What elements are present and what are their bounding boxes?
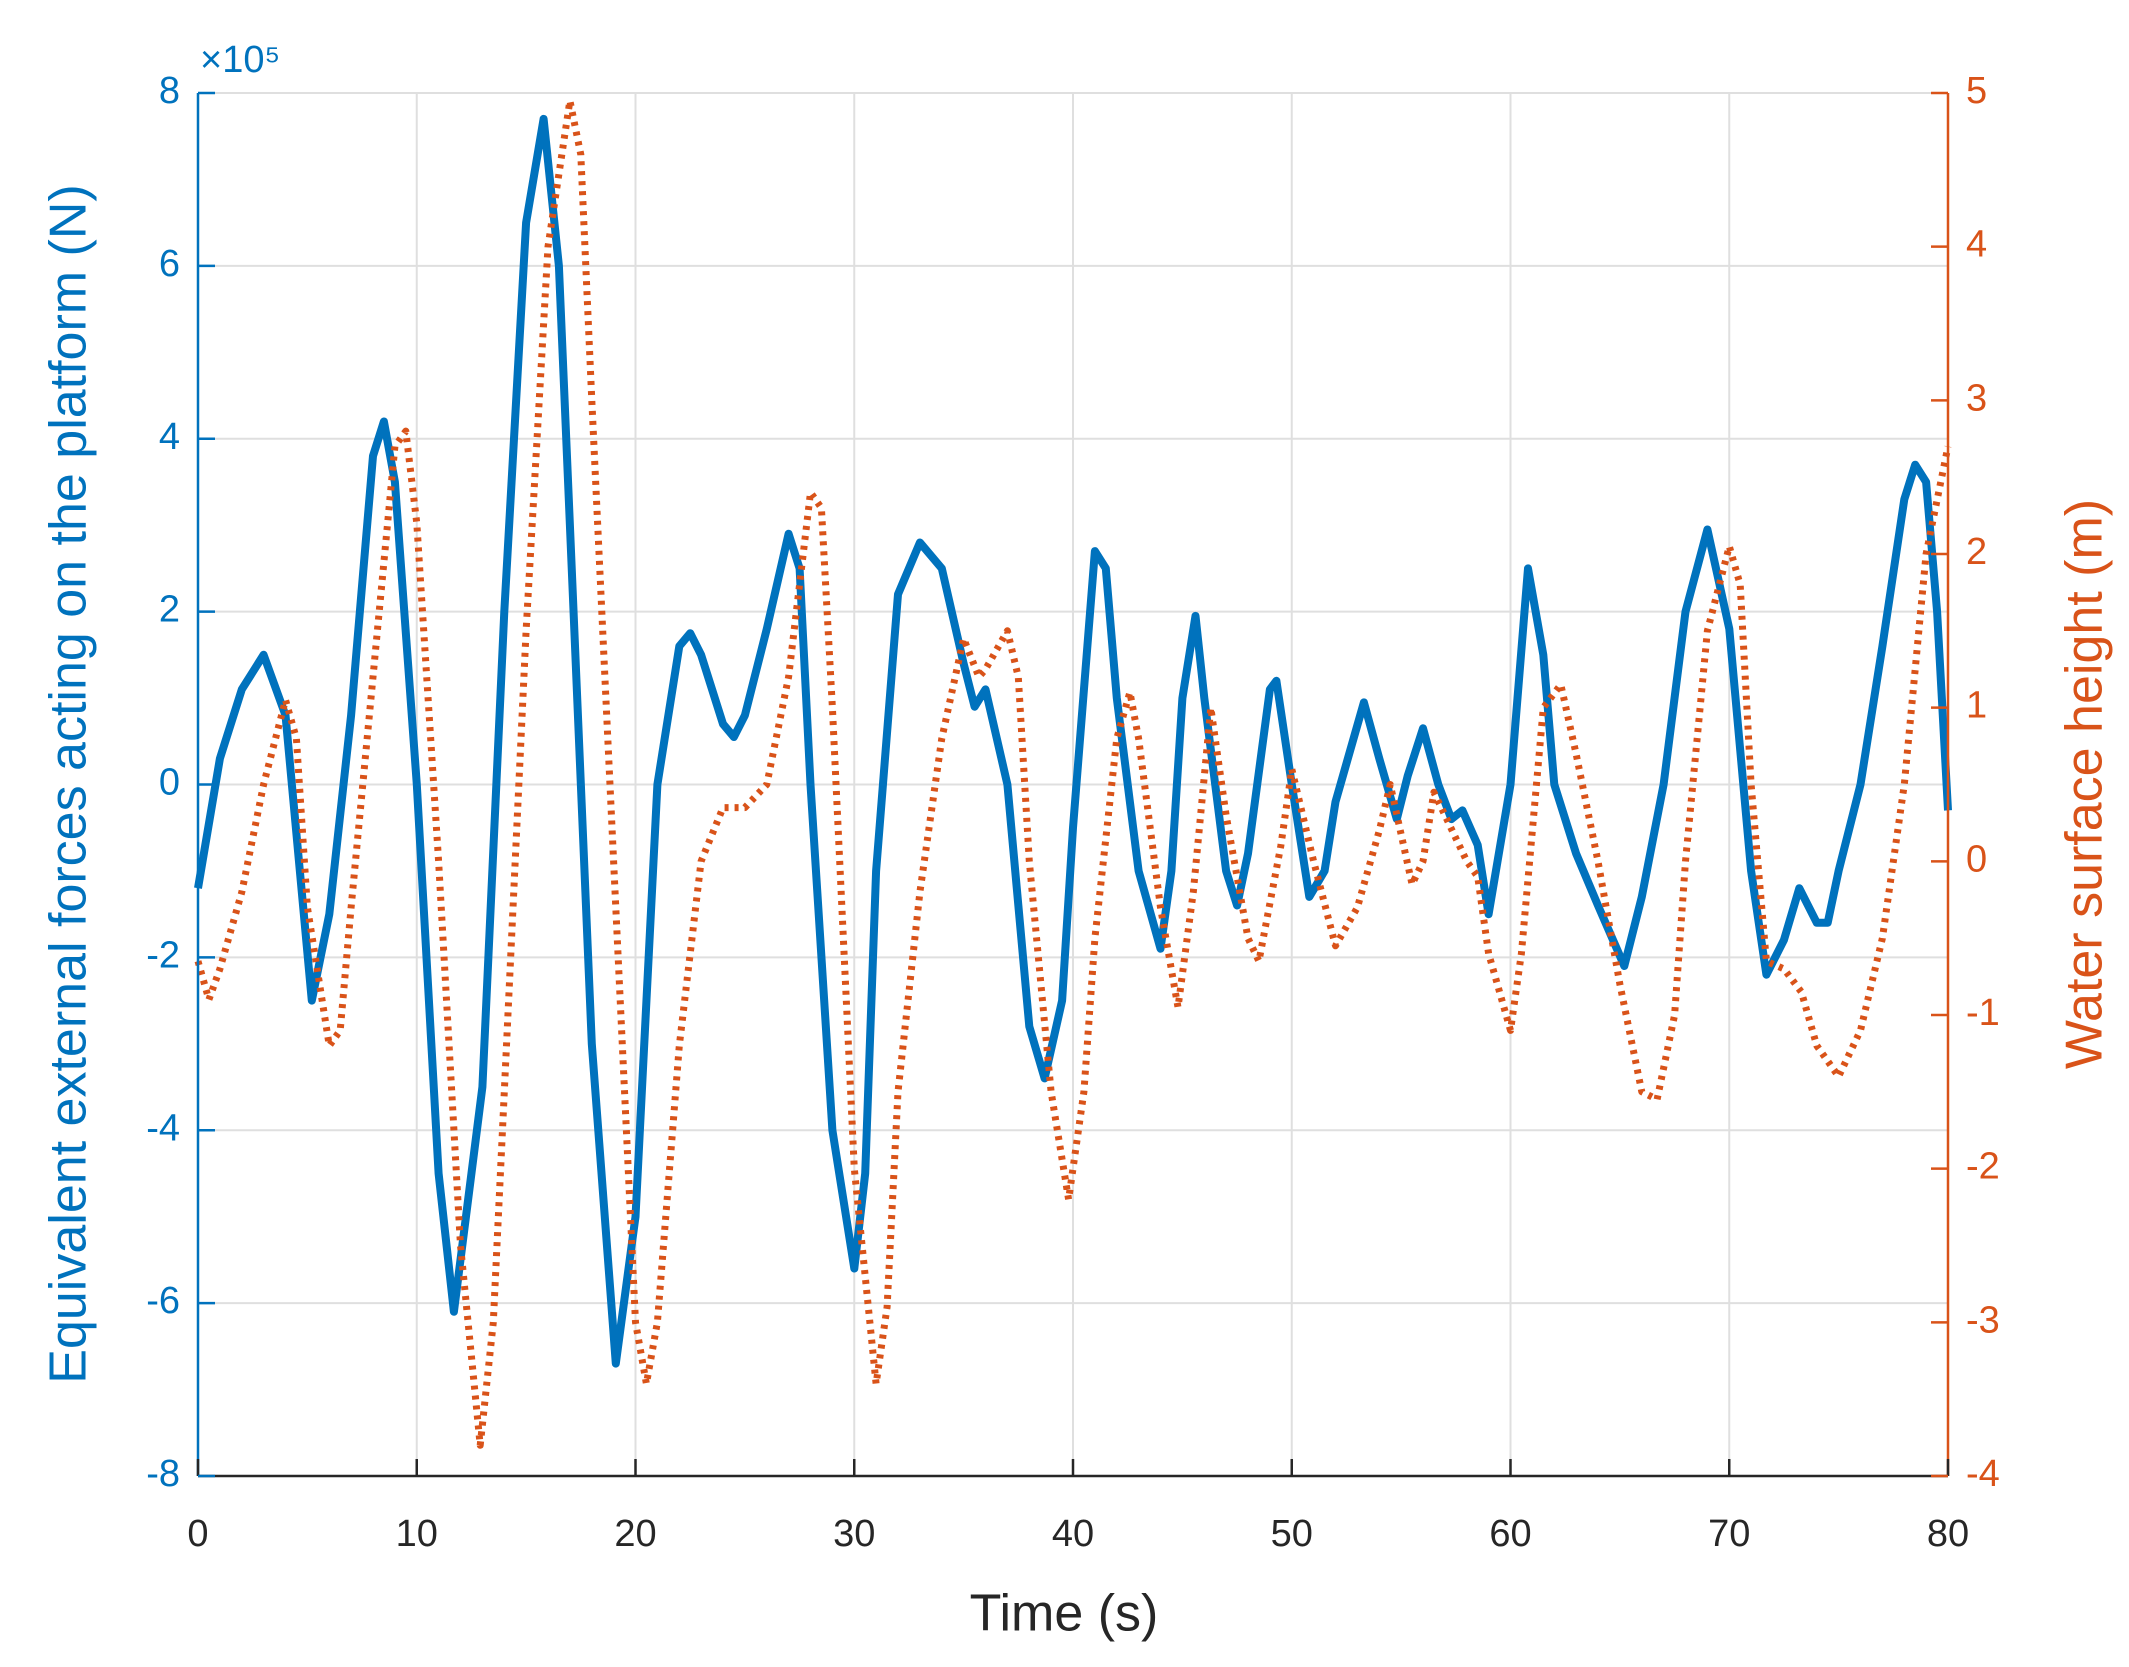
y-tick-label: -4 xyxy=(146,1107,180,1149)
x-axis-label: Time (s) xyxy=(970,1585,1159,1643)
x-tick-label: 20 xyxy=(614,1513,656,1555)
y-tick-label: -8 xyxy=(146,1453,180,1495)
y2-tick-label: -2 xyxy=(1966,1146,2000,1188)
y2-tick-label: 3 xyxy=(1966,377,1987,419)
x-tick-label: 30 xyxy=(833,1513,875,1555)
y2-axis-label: Water surface height (m) xyxy=(2056,499,2114,1069)
y-tick-label: 2 xyxy=(159,589,180,631)
y2-tick-label: -1 xyxy=(1966,992,2000,1034)
y2-tick-label: 5 xyxy=(1966,70,1987,112)
y-exponent: ×10⁵ xyxy=(200,39,280,81)
y2-tick-label: -3 xyxy=(1966,1299,2000,1341)
y2-tick-label: -4 xyxy=(1966,1453,2000,1495)
y-tick-label: 0 xyxy=(159,762,180,804)
line-series xyxy=(194,97,1952,1449)
x-tick-label: 0 xyxy=(187,1513,208,1555)
x-tick-label: 70 xyxy=(1708,1513,1750,1555)
y-tick-label: 8 xyxy=(159,70,180,112)
line-series xyxy=(194,114,1952,1368)
y-tick-label: -2 xyxy=(146,934,180,976)
y-tick-label: 6 xyxy=(159,243,180,285)
y-axis-label: Equivalent external forces acting on the… xyxy=(40,184,98,1383)
x-tick-label: 80 xyxy=(1927,1513,1969,1555)
x-tick-label: 60 xyxy=(1489,1513,1531,1555)
y2-tick-label: 1 xyxy=(1966,685,1987,727)
y2-tick-label: 2 xyxy=(1966,531,1987,573)
y2-tick-label: 4 xyxy=(1966,224,1987,266)
x-tick-label: 40 xyxy=(1052,1513,1094,1555)
y-tick-label: -6 xyxy=(146,1280,180,1322)
y2-tick-label: 0 xyxy=(1966,838,1987,880)
x-tick-label: 50 xyxy=(1271,1513,1313,1555)
y-tick-label: 4 xyxy=(159,416,180,458)
x-tick-label: 10 xyxy=(396,1513,438,1555)
